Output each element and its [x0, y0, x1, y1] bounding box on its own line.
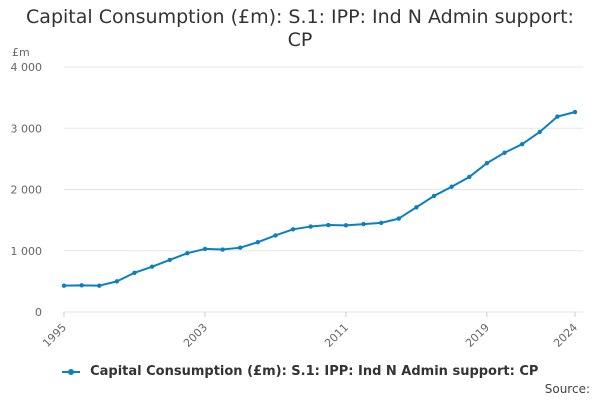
grid-lines — [64, 66, 583, 313]
data-point[interactable] — [132, 270, 137, 275]
data-point[interactable] — [220, 247, 225, 252]
data-point[interactable] — [326, 222, 331, 228]
data-point[interactable] — [61, 283, 67, 288]
data-point[interactable] — [185, 251, 190, 256]
x-tick-label: 2024 — [551, 321, 580, 350]
y-tick-label: 4 000 — [11, 61, 43, 74]
y-tick-label: 0 — [35, 306, 42, 319]
data-point[interactable] — [572, 109, 578, 115]
y-tick-label: 1 000 — [11, 245, 43, 258]
series-layer — [61, 109, 578, 288]
y-tick-label: 2 000 — [11, 184, 43, 197]
data-point[interactable] — [149, 264, 155, 269]
data-point[interactable] — [484, 160, 490, 166]
source-label: Source: — [544, 382, 590, 396]
data-point[interactable] — [308, 224, 313, 229]
data-point[interactable] — [467, 174, 472, 180]
data-point[interactable] — [555, 114, 560, 119]
data-point[interactable] — [431, 193, 437, 199]
x-tick-label: 2011 — [322, 321, 351, 350]
legend-label: Capital Consumption (£m): S.1: IPP: Ind … — [90, 364, 539, 379]
data-point[interactable] — [255, 239, 261, 245]
data-point[interactable] — [502, 150, 507, 155]
data-point[interactable] — [361, 221, 366, 227]
legend-line-icon — [61, 368, 80, 375]
y-tick-label: 3 000 — [11, 122, 43, 135]
y-axis-ticks: 0 1 000 2 000 3 000 4 000 — [11, 61, 43, 319]
data-point[interactable] — [79, 283, 84, 288]
data-point[interactable] — [238, 245, 243, 250]
data-point[interactable] — [167, 257, 172, 263]
data-point[interactable] — [396, 216, 401, 221]
data-point[interactable] — [414, 205, 419, 210]
data-point[interactable] — [519, 141, 525, 147]
legend[interactable]: Capital Consumption (£m): S.1: IPP: Ind … — [0, 364, 600, 379]
data-point[interactable] — [343, 223, 349, 228]
data-point[interactable] — [378, 220, 384, 226]
data-point[interactable] — [449, 184, 454, 189]
x-axis-ticks: 1995 2003 2011 2019 2024 — [40, 312, 580, 350]
x-tick-label: 1995 — [40, 321, 69, 350]
data-point[interactable] — [273, 233, 278, 238]
x-tick-label: 2003 — [181, 321, 210, 350]
x-tick-label: 2019 — [463, 321, 492, 350]
data-point[interactable] — [202, 246, 208, 252]
data-point[interactable] — [290, 227, 296, 232]
data-point[interactable] — [114, 279, 120, 284]
y-axis-unit-label: £m — [12, 46, 30, 59]
data-point[interactable] — [97, 283, 102, 288]
series-line — [63, 111, 576, 287]
data-point[interactable] — [537, 129, 542, 135]
chart-title: Capital Consumption (£m): S.1: IPP: Ind … — [26, 6, 574, 51]
